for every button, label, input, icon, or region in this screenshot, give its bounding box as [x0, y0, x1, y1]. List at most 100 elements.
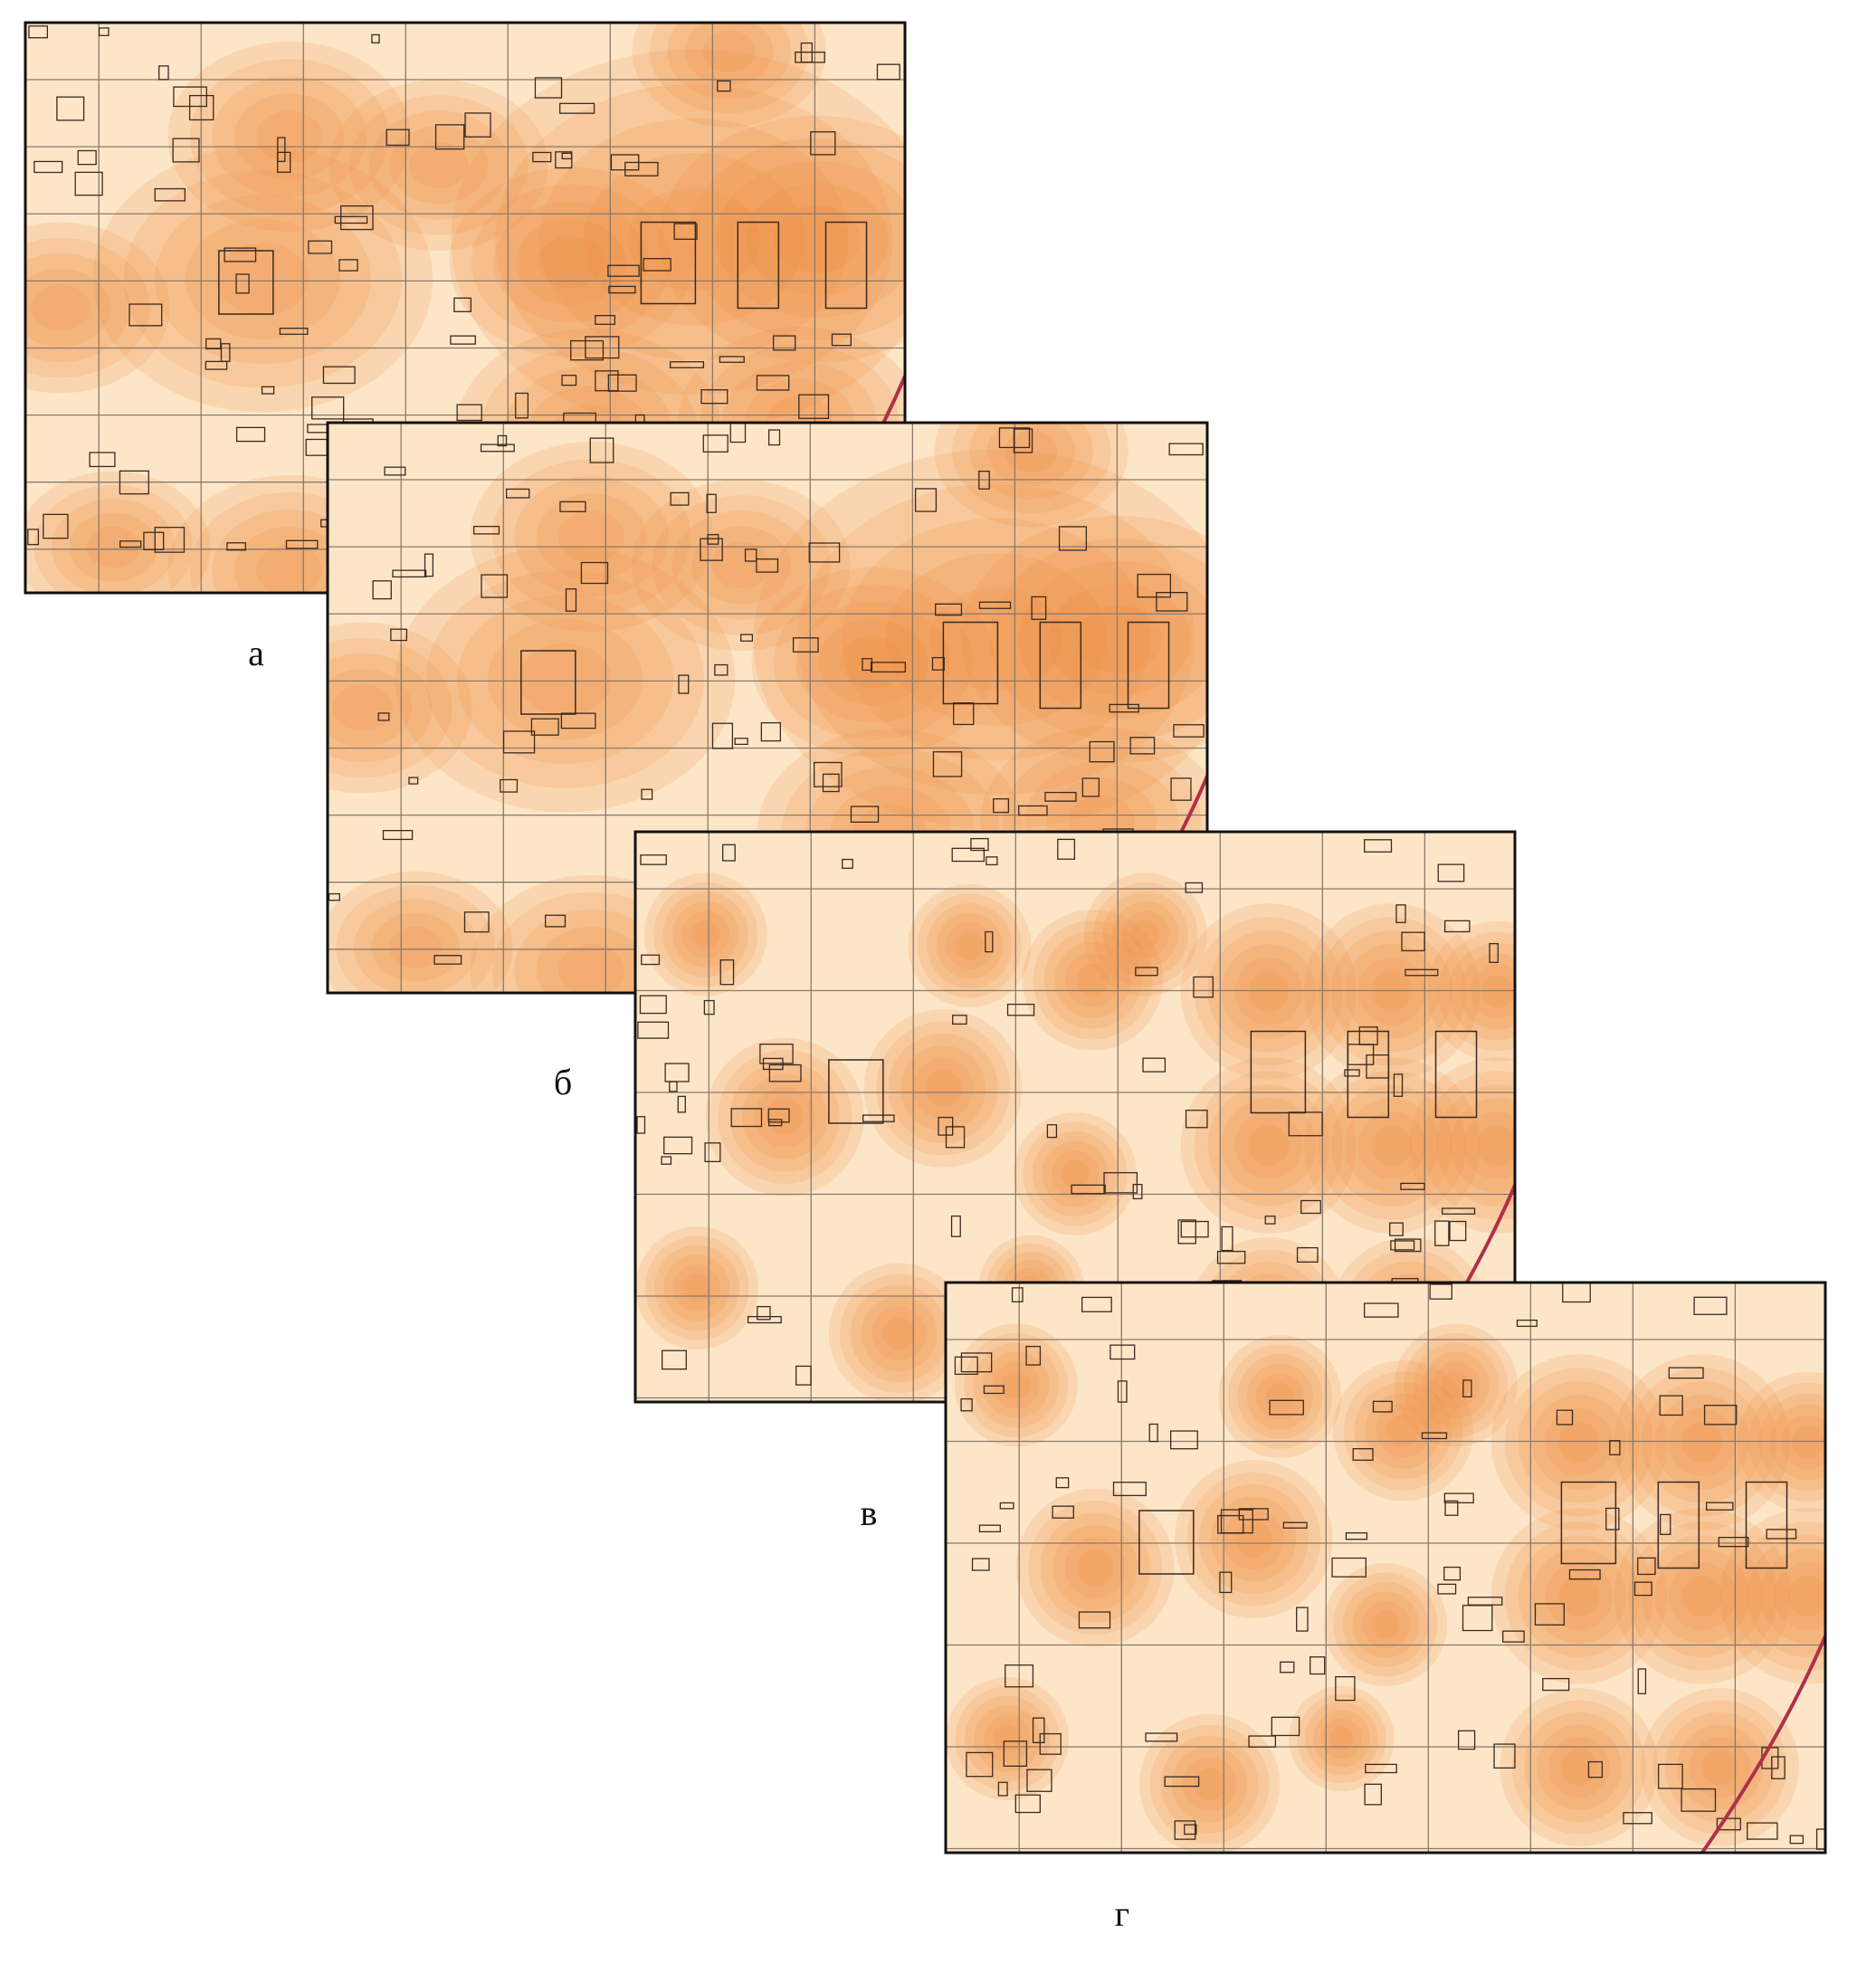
- building: [1365, 1763, 1397, 1774]
- building: [463, 911, 490, 933]
- density-zone: [92, 146, 433, 413]
- density-zone: [395, 546, 736, 813]
- building: [595, 370, 619, 392]
- building: [205, 360, 228, 370]
- density-zone: [992, 1361, 1040, 1409]
- building: [585, 336, 620, 359]
- panel-label: г: [1115, 1893, 1129, 1934]
- density-zone: [1194, 917, 1344, 1066]
- building: [1081, 1296, 1112, 1312]
- building: [810, 131, 836, 156]
- density-zone: [925, 1070, 962, 1107]
- building: [285, 539, 319, 549]
- density-zone: [842, 518, 1151, 761]
- building: [938, 1116, 954, 1136]
- density-zone: [1747, 1535, 1825, 1657]
- density-zone: [876, 1021, 1011, 1156]
- building: [154, 187, 186, 202]
- building: [1031, 596, 1047, 620]
- building: [1145, 1732, 1178, 1742]
- density-zone: [993, 1724, 1022, 1753]
- building: [1089, 740, 1115, 763]
- building: [759, 1044, 794, 1064]
- building: [534, 77, 563, 99]
- density-zone: [1490, 1354, 1668, 1531]
- building: [1462, 1379, 1472, 1397]
- building: [480, 443, 515, 453]
- building: [767, 429, 781, 446]
- building: [1345, 1532, 1368, 1540]
- building: [1138, 1510, 1195, 1575]
- building: [500, 778, 519, 793]
- building: [561, 375, 577, 386]
- density-zone: [1758, 1393, 1825, 1492]
- density-zone: [1051, 1149, 1100, 1198]
- building: [1344, 1069, 1360, 1077]
- density-zone: [1013, 1111, 1138, 1236]
- building: [1421, 1432, 1448, 1440]
- building: [1609, 1440, 1621, 1455]
- density-zone: [1681, 1576, 1723, 1616]
- building: [1044, 791, 1077, 802]
- building: [639, 995, 667, 1015]
- building: [986, 856, 998, 866]
- building: [1148, 1423, 1158, 1443]
- density-zone: [954, 1323, 1078, 1447]
- density-zone: [1305, 1702, 1378, 1776]
- building: [261, 386, 275, 395]
- building: [711, 722, 734, 749]
- building: [119, 470, 149, 495]
- building: [960, 1352, 993, 1373]
- building: [1706, 1502, 1734, 1511]
- building: [1011, 1287, 1024, 1302]
- density-zone: [672, 901, 739, 968]
- density-zone: [514, 476, 669, 597]
- building: [998, 427, 1031, 449]
- building: [678, 674, 690, 694]
- building: [570, 339, 605, 361]
- building: [1177, 1219, 1196, 1244]
- density-zone: [1028, 1500, 1163, 1635]
- density-zone: [1138, 1713, 1281, 1853]
- building: [914, 488, 938, 512]
- building: [143, 531, 165, 550]
- density-zone: [659, 115, 905, 363]
- density-zone: [767, 1098, 804, 1136]
- building: [1659, 1513, 1671, 1535]
- building: [1184, 1824, 1197, 1836]
- building: [1174, 1820, 1196, 1840]
- building: [978, 601, 1012, 609]
- density-zone: [1652, 1700, 1787, 1835]
- density-zone: [888, 1033, 998, 1144]
- building: [950, 1215, 961, 1237]
- density-zone: [1531, 1395, 1627, 1490]
- density-zone: [1404, 1332, 1509, 1437]
- density-zone: [332, 684, 393, 731]
- density-zone: [1061, 1159, 1090, 1188]
- building: [1039, 621, 1082, 710]
- density-zone: [871, 1306, 927, 1361]
- building: [714, 663, 728, 676]
- building: [1282, 1521, 1308, 1529]
- density-zone: [690, 526, 791, 605]
- density-zone: [1121, 911, 1169, 958]
- density-zone: [471, 184, 671, 340]
- map-panel: [944, 1281, 1827, 1855]
- building: [453, 297, 471, 312]
- density-zone: [1668, 1562, 1737, 1630]
- building: [999, 1502, 1014, 1510]
- density-zone: [1459, 953, 1515, 1030]
- density-zone: [705, 1037, 864, 1197]
- building: [497, 434, 508, 447]
- building: [842, 858, 853, 869]
- building: [1169, 1430, 1198, 1450]
- building: [822, 773, 840, 793]
- density-zone: [1450, 1098, 1515, 1193]
- density-zone: [69, 512, 157, 582]
- building: [235, 426, 266, 443]
- building: [1429, 1283, 1452, 1300]
- building: [610, 154, 640, 171]
- density-zone: [1040, 1512, 1150, 1623]
- density-zone: [702, 30, 756, 72]
- building: [472, 525, 500, 535]
